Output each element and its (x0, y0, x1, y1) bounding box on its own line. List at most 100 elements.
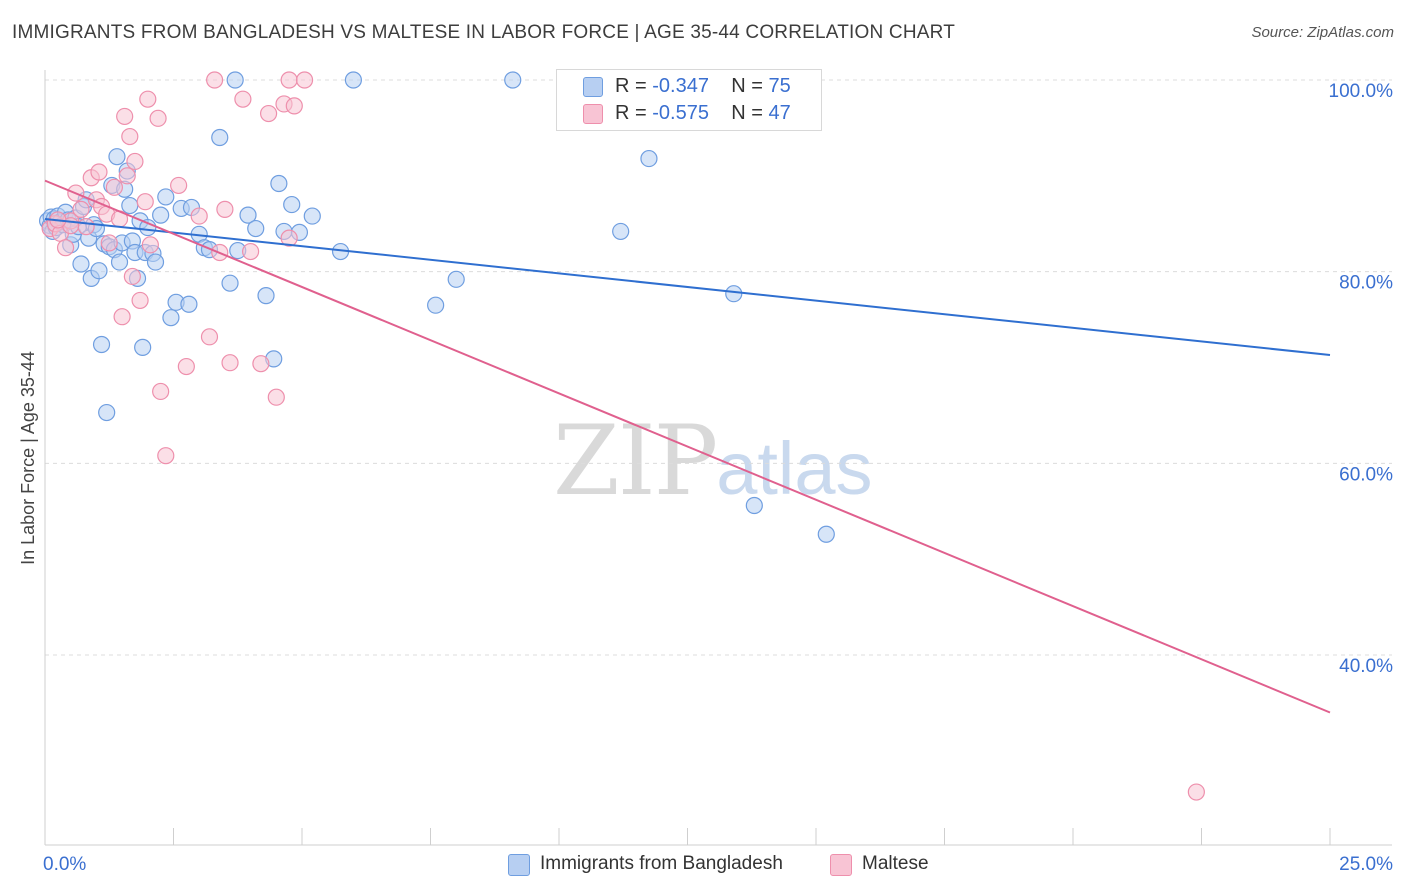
legend-r-value: -0.347 (652, 75, 709, 97)
point-maltese (234, 90, 252, 108)
point-maltese (72, 200, 90, 218)
bottom-legend-swatch-maltese (830, 854, 852, 876)
point-bangladesh (283, 195, 301, 214)
legend-swatch-bangladesh (583, 77, 603, 97)
point-maltese (116, 107, 134, 126)
point-maltese (157, 447, 175, 465)
bottom-legend-label: Maltese (862, 853, 929, 874)
point-maltese (285, 97, 303, 115)
point-bangladesh (303, 207, 321, 225)
point-bangladesh (139, 218, 157, 237)
y-tick-label: 40.0% (1339, 656, 1393, 677)
chart-source: Source: ZipAtlas.com (1251, 24, 1394, 41)
point-maltese (121, 127, 139, 146)
point-bangladesh (146, 253, 165, 271)
point-maltese (100, 234, 118, 252)
watermark: ZIPatlas (553, 405, 873, 517)
point-maltese (177, 357, 195, 376)
point-bangladesh (110, 253, 129, 271)
point-bangladesh (90, 262, 108, 280)
point-maltese (221, 354, 239, 372)
trend-line-maltese (44, 179, 1331, 714)
point-bangladesh (226, 71, 244, 89)
trend-line-bangladesh (44, 217, 1331, 357)
y-tick-label: 100.0% (1329, 81, 1394, 102)
stats-legend: R = -0.347 N = 75 R = -0.575 N = 47 (556, 69, 822, 131)
point-maltese (123, 267, 141, 286)
point-bangladesh (504, 71, 522, 89)
legend-n-label: N = (731, 102, 769, 124)
y-axis-label: In Labor Force | Age 35-44 (18, 351, 38, 565)
point-maltese (200, 328, 219, 346)
bottom-legend-label: Immigrants from Bangladesh (540, 853, 783, 874)
point-bangladesh (344, 71, 362, 89)
point-bangladesh (427, 296, 445, 314)
point-maltese (170, 176, 188, 195)
point-maltese (77, 218, 95, 236)
point-maltese (131, 291, 149, 310)
point-maltese (141, 236, 159, 254)
chart-title: IMMIGRANTS FROM BANGLADESH VS MALTESE IN… (12, 22, 956, 43)
grid-lines (45, 79, 1392, 656)
point-maltese (149, 109, 167, 127)
point-bangladesh (152, 206, 170, 224)
legend-r-label: R = (615, 102, 653, 124)
point-maltese (242, 242, 260, 261)
legend-n-label: N = (731, 75, 769, 97)
point-bangladesh (725, 285, 743, 303)
point-bangladesh (211, 128, 229, 147)
point-bangladesh (257, 287, 275, 305)
point-maltese (280, 71, 298, 89)
point-bangladesh (108, 148, 126, 166)
point-maltese (56, 239, 75, 257)
point-bangladesh (157, 188, 175, 206)
point-maltese (295, 71, 314, 89)
point-bangladesh (121, 196, 139, 215)
legend-n-value: 47 (768, 102, 791, 124)
point-bangladesh (72, 255, 90, 273)
point-bangladesh (180, 295, 198, 313)
point-bangladesh (134, 338, 152, 356)
point-bangladesh (817, 525, 835, 543)
point-bangladesh (247, 219, 265, 238)
point-maltese (267, 388, 285, 406)
data-points (38, 71, 1205, 801)
point-maltese (280, 229, 298, 247)
point-bangladesh (612, 222, 630, 241)
point-maltese (259, 104, 278, 123)
point-maltese (90, 163, 108, 181)
point-maltese (139, 90, 157, 108)
point-maltese (136, 193, 154, 211)
point-bangladesh (98, 403, 116, 422)
watermark-zip: ZIP (553, 405, 718, 517)
point-bangladesh (221, 274, 239, 292)
point-bangladesh (640, 149, 658, 168)
legend-r-label: R = (615, 75, 653, 97)
point-bangladesh (162, 309, 180, 327)
legend-n-value: 75 (768, 75, 791, 97)
point-maltese (252, 355, 270, 373)
axes (44, 70, 1392, 846)
point-maltese (216, 200, 234, 218)
point-maltese (105, 178, 123, 196)
legend-r-value: -0.575 (652, 102, 709, 124)
point-maltese (152, 382, 170, 401)
point-bangladesh (92, 335, 111, 354)
point-maltese (206, 71, 224, 89)
point-maltese (126, 152, 144, 171)
trend-lines (44, 179, 1331, 714)
bottom-legend-swatch-bangladesh (508, 854, 530, 876)
point-maltese (118, 167, 136, 185)
point-bangladesh (270, 174, 288, 193)
x-tick-label: 0.0% (43, 854, 86, 875)
point-maltese (113, 308, 131, 326)
point-bangladesh (239, 206, 257, 224)
x-tick-label: 25.0% (1339, 854, 1393, 875)
point-maltese (190, 207, 208, 225)
legend-swatch-maltese (583, 104, 603, 124)
point-bangladesh (447, 270, 465, 288)
y-tick-label: 80.0% (1339, 273, 1393, 294)
point-maltese (1187, 783, 1205, 801)
y-tick-label: 60.0% (1339, 464, 1393, 485)
